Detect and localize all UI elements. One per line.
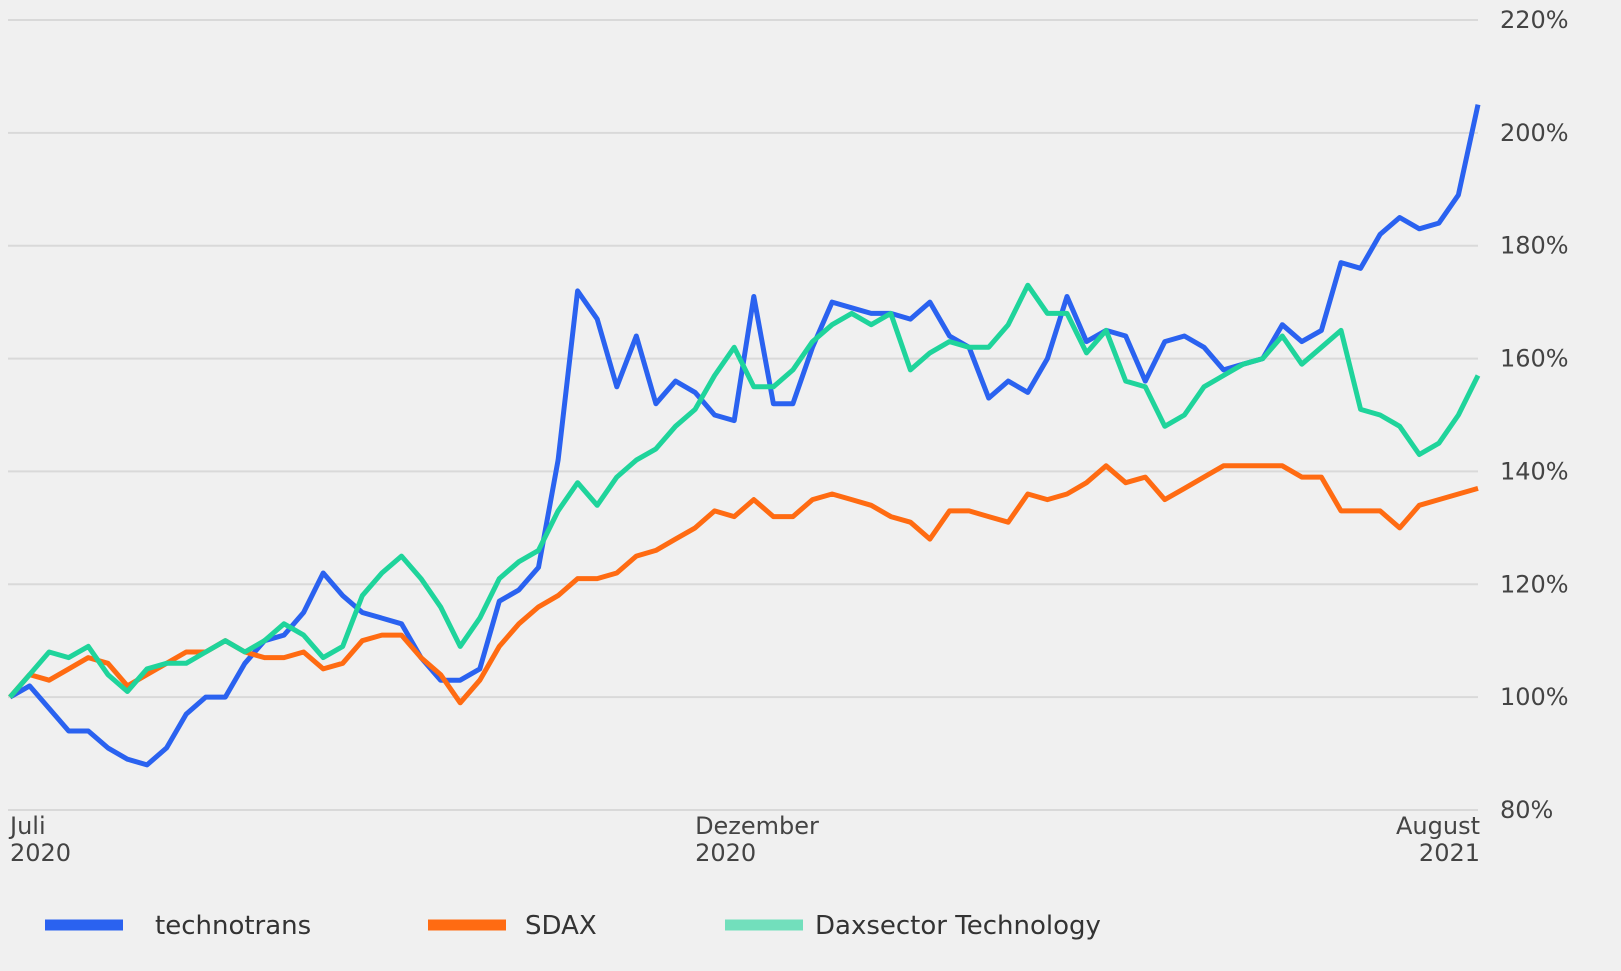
y-tick-label: 100% bbox=[1500, 683, 1569, 711]
series-line bbox=[8, 282, 1481, 699]
y-tick-label: 180% bbox=[1500, 232, 1569, 260]
x-tick-label: Juli 2020 bbox=[8, 812, 71, 867]
series-line bbox=[8, 104, 1481, 768]
series-line bbox=[8, 463, 1479, 706]
legend-label: SDAX bbox=[525, 911, 597, 941]
legend-label: Daxsector Technology bbox=[815, 911, 1101, 941]
y-tick-label: 120% bbox=[1500, 570, 1569, 598]
y-tick-label: 200% bbox=[1500, 119, 1569, 147]
y-tick-label: 140% bbox=[1500, 457, 1569, 485]
y-tick-label: 220% bbox=[1500, 6, 1569, 34]
legend-label: technotrans bbox=[155, 911, 311, 941]
y-tick-label: 160% bbox=[1500, 345, 1569, 373]
x-tick-label: Dezember 2020 bbox=[695, 812, 819, 867]
y-tick-label: 80% bbox=[1500, 796, 1553, 824]
x-tick-label: August 2021 bbox=[1396, 812, 1480, 867]
